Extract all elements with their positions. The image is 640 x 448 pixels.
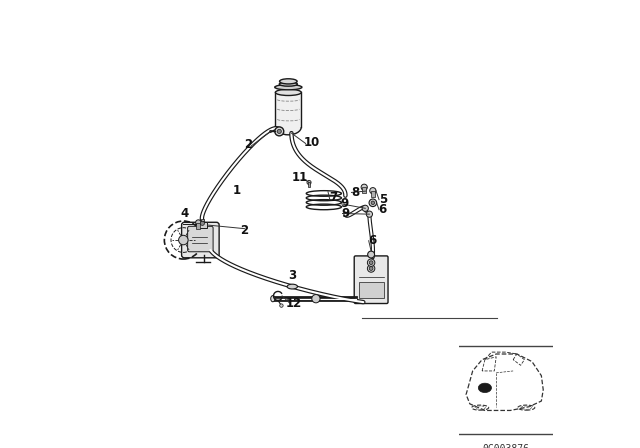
Ellipse shape <box>478 383 492 392</box>
Circle shape <box>196 220 201 225</box>
Circle shape <box>367 251 374 258</box>
Text: 10: 10 <box>303 136 319 149</box>
Ellipse shape <box>275 119 301 135</box>
Text: 6: 6 <box>368 234 376 247</box>
Circle shape <box>179 235 188 245</box>
Text: 2: 2 <box>241 224 248 237</box>
Circle shape <box>277 129 282 134</box>
Ellipse shape <box>275 85 302 90</box>
Bar <box>371 191 374 197</box>
Circle shape <box>201 222 204 224</box>
Circle shape <box>275 127 284 136</box>
Circle shape <box>361 184 367 190</box>
Text: 6: 6 <box>378 203 387 216</box>
Circle shape <box>200 221 204 225</box>
Bar <box>362 187 366 194</box>
Circle shape <box>200 220 205 225</box>
Ellipse shape <box>279 82 298 86</box>
Circle shape <box>369 199 376 207</box>
Circle shape <box>312 294 320 303</box>
Text: 0C003876: 0C003876 <box>482 444 529 448</box>
Bar <box>196 223 200 229</box>
Circle shape <box>371 201 374 204</box>
Text: 2: 2 <box>244 138 252 151</box>
Ellipse shape <box>271 296 275 302</box>
Circle shape <box>367 259 375 267</box>
Ellipse shape <box>280 79 297 84</box>
FancyBboxPatch shape <box>354 256 388 303</box>
Text: 3: 3 <box>288 269 296 282</box>
Bar <box>201 219 204 221</box>
Ellipse shape <box>287 284 298 289</box>
Text: 12: 12 <box>285 297 301 310</box>
Bar <box>275 91 301 127</box>
Bar <box>358 282 383 297</box>
Circle shape <box>280 304 283 307</box>
Text: 5: 5 <box>379 193 387 206</box>
Text: 4: 4 <box>180 207 188 220</box>
Text: 9: 9 <box>342 207 350 220</box>
Circle shape <box>367 265 375 272</box>
Text: 1: 1 <box>232 184 241 197</box>
FancyBboxPatch shape <box>188 226 213 252</box>
Text: 9: 9 <box>340 197 349 210</box>
Bar <box>308 182 310 186</box>
Circle shape <box>269 130 272 133</box>
Circle shape <box>370 188 376 194</box>
Ellipse shape <box>275 89 301 95</box>
Text: 11: 11 <box>292 172 308 185</box>
Circle shape <box>369 261 373 264</box>
Circle shape <box>366 211 372 217</box>
Text: 7: 7 <box>329 191 337 204</box>
Text: 8: 8 <box>351 186 359 199</box>
FancyBboxPatch shape <box>182 222 219 258</box>
Circle shape <box>362 205 369 211</box>
Circle shape <box>369 267 373 270</box>
Bar <box>198 222 207 228</box>
Circle shape <box>307 181 311 185</box>
